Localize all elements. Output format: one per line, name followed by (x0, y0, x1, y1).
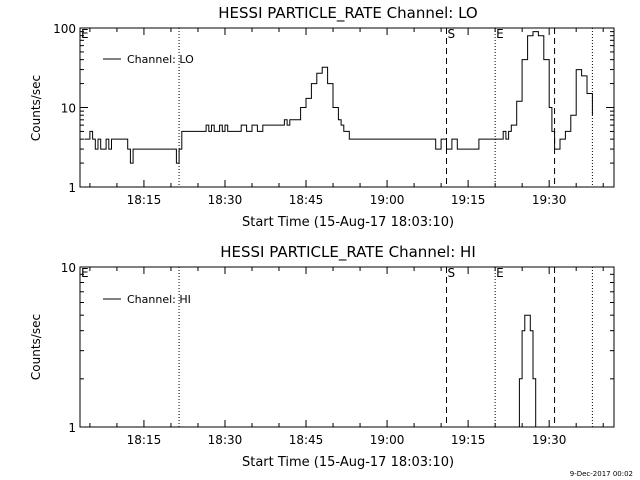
series-line-lo-0 (84, 31, 593, 164)
annotation-label: E (81, 266, 89, 280)
plot-frame-hi (79, 266, 615, 428)
chart-title-hi: HESSI PARTICLE_RATE Channel: HI (220, 243, 476, 262)
legend-hi: Channel: HI (103, 293, 191, 306)
plot-frame-lo (79, 27, 615, 188)
annotation-label: E (496, 27, 504, 41)
panel-hi: HESSI PARTICLE_RATE Channel: HI Counts/s… (29, 243, 615, 470)
x-axis-label-lo: Start Time (15-Aug-17 18:03:10) (242, 215, 454, 230)
y-tick-label: 100 (53, 22, 76, 36)
x-tick-label: 18:15 (127, 433, 162, 447)
annotation-label: E (81, 27, 89, 41)
chart-title-lo: HESSI PARTICLE_RATE Channel: LO (218, 4, 477, 23)
x-tick-label: 19:15 (451, 433, 486, 447)
legend-lo: Channel: LO (103, 53, 194, 66)
y-tick-label: 1 (68, 421, 76, 435)
y-tick-label: 1 (68, 181, 76, 195)
annotation-label: S (448, 27, 456, 41)
x-tick-label: 18:30 (208, 193, 243, 207)
series-line-hi-0 (516, 314, 537, 428)
x-tick-label: 19:30 (532, 433, 567, 447)
x-axis-label-hi: Start Time (15-Aug-17 18:03:10) (242, 455, 454, 470)
generation-timestamp: 9-Dec-2017 00:02 (570, 470, 633, 478)
legend-label-hi: Channel: HI (127, 293, 191, 306)
legend-label-lo: Channel: LO (127, 53, 194, 66)
x-tick-label: 18:45 (289, 433, 324, 447)
annotation-label: E (496, 266, 504, 280)
panel-lo: HESSI PARTICLE_RATE Channel: LO Counts/s… (29, 4, 615, 230)
x-tick-label: 18:30 (208, 433, 243, 447)
x-tick-label: 18:15 (127, 193, 162, 207)
y-axis-label-lo: Counts/sec (29, 75, 43, 141)
x-tick-label: 19:30 (532, 193, 567, 207)
annotation-label: S (448, 266, 456, 280)
y-tick-label: 10 (61, 102, 76, 116)
x-tick-label: 19:00 (370, 433, 405, 447)
y-tick-label: 10 (61, 261, 76, 275)
x-tick-label: 19:15 (451, 193, 486, 207)
x-tick-label: 19:00 (370, 193, 405, 207)
x-tick-label: 18:45 (289, 193, 324, 207)
y-axis-label-hi: Counts/sec (29, 314, 43, 380)
